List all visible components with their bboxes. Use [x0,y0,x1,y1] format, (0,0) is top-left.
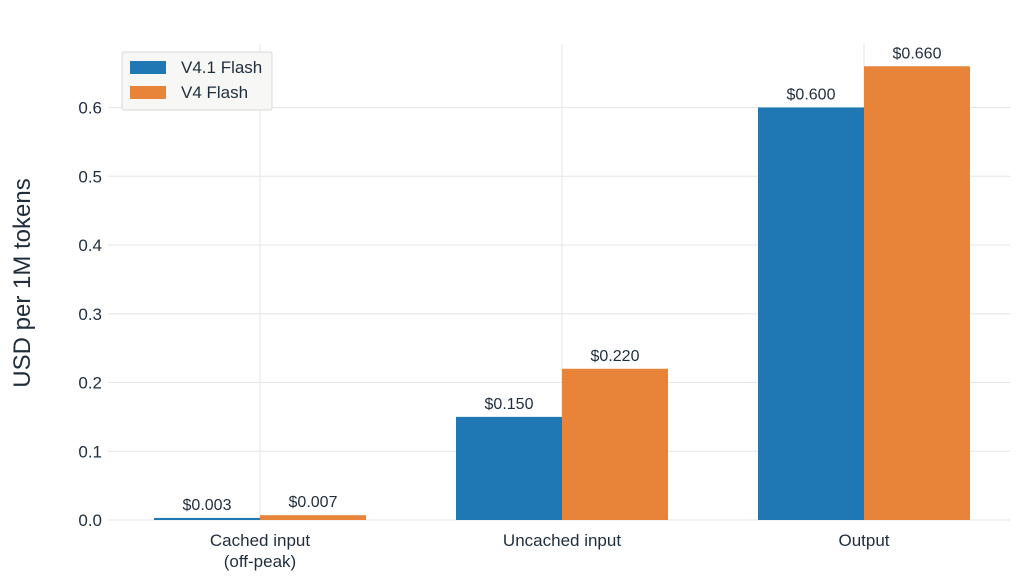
bar [758,107,864,520]
value-label: $0.220 [591,348,640,365]
x-tick-label-line: Cached input [210,531,310,550]
bar [456,416,562,520]
y-tick-label: 0.2 [78,374,102,393]
x-tick-label-line: Output [838,531,889,550]
y-tick-label: 0.5 [78,167,102,186]
x-tick-label-line: Uncached input [503,531,621,550]
x-tick-label: Uncached input [503,531,621,550]
legend-swatch-v4-flash [130,86,166,99]
value-label: $0.003 [183,497,232,514]
y-tick-label: 0.1 [78,442,102,461]
bars [154,66,970,520]
value-labels: $0.003 $0.150 $0.600 $0.007 $0.220 $0.660 [183,45,942,514]
bar [260,515,366,520]
x-tick-label: Output [838,531,889,550]
axes: 0.0 0.1 0.2 0.3 0.4 0.5 0.6 Cached input (off-pe… [78,99,889,572]
value-label: $0.600 [787,87,836,104]
y-tick-label: 0.0 [78,511,102,530]
x-tick-label: Cached input (off-peak) [210,531,310,571]
legend-label-v41-flash: V4.1 Flash [181,58,262,77]
value-label: $0.150 [485,396,534,413]
legend: V4.1 Flash V4 Flash [121,51,273,111]
x-tick-label-line: (off-peak) [224,552,296,571]
y-tick-label: 0.3 [78,305,102,324]
bar [562,368,668,520]
bar [864,66,970,520]
y-tick-label: 0.4 [78,236,102,255]
y-tick-label: 0.6 [78,99,102,118]
y-axis-title: USD per 1M tokens [9,178,36,387]
legend-swatch-v41-flash [130,61,166,74]
value-label: $0.007 [289,494,338,511]
value-label: $0.660 [893,45,942,62]
bar [154,517,260,520]
legend-label-v4-flash: V4 Flash [181,83,248,102]
